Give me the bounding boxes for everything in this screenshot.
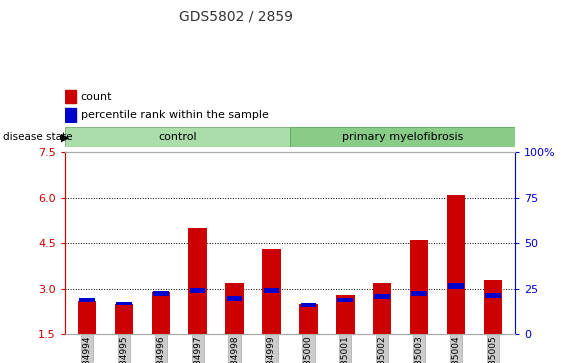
Bar — [262, 249, 281, 334]
Text: count: count — [81, 91, 112, 102]
Text: GSM1084994: GSM1084994 — [82, 335, 91, 363]
Bar — [448, 283, 464, 289]
Bar — [115, 304, 133, 334]
Bar — [227, 296, 243, 301]
Bar — [116, 302, 132, 305]
Text: GSM1084999: GSM1084999 — [267, 335, 276, 363]
Text: GSM1085003: GSM1085003 — [415, 335, 424, 363]
Text: GSM1085001: GSM1085001 — [341, 335, 350, 363]
Text: GSM1085002: GSM1085002 — [378, 335, 387, 363]
Text: GSM1084996: GSM1084996 — [156, 335, 165, 363]
Text: GSM1085004: GSM1085004 — [452, 335, 461, 363]
Text: GSM1084995: GSM1084995 — [119, 335, 128, 363]
Bar — [65, 108, 76, 122]
Bar — [374, 294, 390, 299]
Bar — [484, 280, 502, 334]
Text: disease state: disease state — [3, 132, 72, 142]
Text: GSM1085005: GSM1085005 — [489, 335, 498, 363]
Text: ▶: ▶ — [61, 132, 69, 142]
Bar — [190, 287, 205, 293]
Bar — [485, 293, 501, 298]
Bar — [65, 90, 76, 103]
Bar — [373, 282, 391, 334]
Text: percentile rank within the sample: percentile rank within the sample — [81, 110, 269, 120]
Bar — [65, 127, 290, 147]
Text: GSM1084997: GSM1084997 — [193, 335, 202, 363]
Bar — [290, 127, 515, 147]
Bar — [79, 298, 95, 302]
Bar — [263, 287, 279, 293]
Bar — [78, 301, 96, 334]
Text: GSM1085000: GSM1085000 — [304, 335, 313, 363]
Bar — [336, 295, 355, 334]
Bar — [447, 195, 465, 334]
Bar — [153, 291, 168, 296]
Bar — [337, 298, 353, 302]
Bar — [412, 291, 427, 296]
Bar — [410, 240, 428, 334]
Bar — [225, 282, 244, 334]
Bar — [189, 228, 207, 334]
Text: GSM1084998: GSM1084998 — [230, 335, 239, 363]
Bar — [151, 291, 170, 334]
Text: primary myelofibrosis: primary myelofibrosis — [342, 132, 463, 142]
Bar — [301, 302, 316, 307]
Text: control: control — [158, 132, 196, 142]
Bar — [299, 304, 318, 334]
Text: GDS5802 / 2859: GDS5802 / 2859 — [180, 9, 293, 23]
